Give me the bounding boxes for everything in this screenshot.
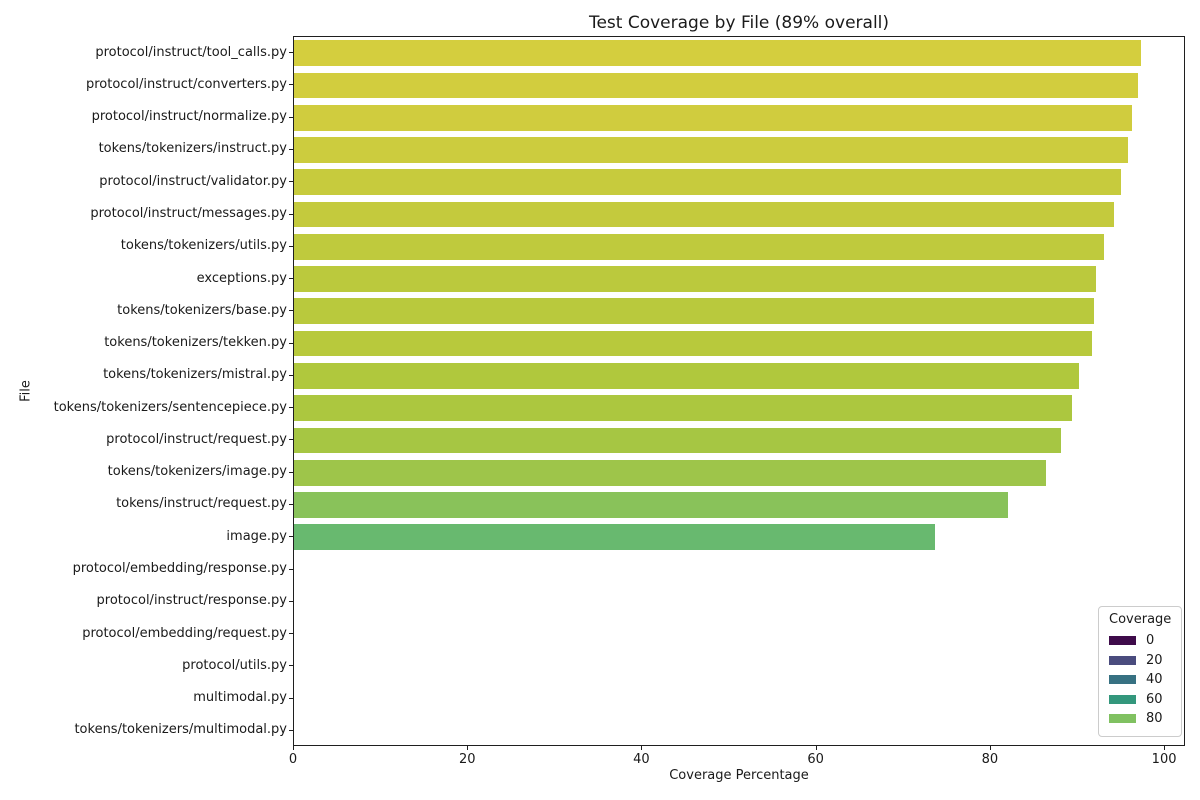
x-tick-mark xyxy=(1164,746,1166,750)
bar xyxy=(294,72,1138,99)
y-tick-mark xyxy=(289,84,293,86)
y-tick-label: protocol/instruct/request.py xyxy=(106,431,287,447)
y-tick-label: protocol/instruct/validator.py xyxy=(99,173,287,189)
legend-swatch xyxy=(1109,636,1136,646)
y-tick-mark xyxy=(289,729,293,731)
y-tick-label: protocol/instruct/messages.py xyxy=(90,206,287,221)
legend-label: 20 xyxy=(1146,652,1163,668)
legend-entries: 0 20 40 60 80 xyxy=(1109,631,1171,729)
bar xyxy=(294,330,1092,357)
legend-swatch xyxy=(1109,694,1136,704)
legend: Coverage 0 20 40 60 80 xyxy=(1098,606,1182,737)
bar xyxy=(294,201,1115,228)
x-tick-label: 0 xyxy=(288,752,298,767)
y-tick-label: protocol/instruct/tool_calls.py xyxy=(95,44,287,60)
x-tick-mark xyxy=(293,746,294,750)
bar xyxy=(294,233,1105,260)
x-tick-mark xyxy=(467,746,469,750)
y-tick-label: protocol/embedding/response.py xyxy=(72,561,287,576)
y-tick-mark xyxy=(289,213,293,215)
y-tick-label: tokens/tokenizers/image.py xyxy=(107,464,287,480)
legend-swatch xyxy=(1109,655,1136,665)
y-tick-label: protocol/instruct/response.py xyxy=(96,593,287,609)
legend-entry: 20 xyxy=(1109,651,1171,671)
x-tick-label: 100 xyxy=(1151,752,1177,767)
x-tick-mark xyxy=(815,746,817,750)
bar xyxy=(294,266,1097,292)
y-tick-label: image.py xyxy=(226,528,287,544)
y-tick-label: protocol/embedding/request.py xyxy=(82,625,287,641)
legend-entry: 60 xyxy=(1109,690,1171,710)
x-tick-label: 40 xyxy=(633,752,650,767)
y-tick-mark xyxy=(289,342,293,344)
x-tick-label: 60 xyxy=(807,752,824,767)
y-tick-mark xyxy=(289,568,293,570)
y-tick-label: tokens/tokenizers/base.py xyxy=(117,302,287,318)
legend-label: 0 xyxy=(1146,633,1155,649)
y-tick-mark xyxy=(289,245,293,247)
y-tick-label: tokens/instruct/request.py xyxy=(116,496,287,512)
x-tick-label: 80 xyxy=(981,752,999,767)
legend-entry: 40 xyxy=(1109,670,1171,690)
y-tick-label: tokens/tokenizers/utils.py xyxy=(120,238,287,254)
legend-label: 40 xyxy=(1146,672,1163,688)
bar xyxy=(294,362,1079,389)
y-tick-mark xyxy=(289,697,293,699)
y-tick-label: protocol/utils.py xyxy=(182,657,287,673)
y-tick-label: tokens/tokenizers/mistral.py xyxy=(103,367,287,383)
y-tick-mark xyxy=(289,407,293,409)
y-tick-mark xyxy=(289,633,293,635)
y-tick-label: tokens/tokenizers/tekken.py xyxy=(104,335,287,351)
y-tick-label: tokens/tokenizers/sentencepiece.py xyxy=(53,399,287,415)
bar xyxy=(294,492,1008,518)
y-tick-mark xyxy=(289,600,293,602)
bar xyxy=(294,524,936,551)
x-tick-mark xyxy=(641,746,643,750)
bar xyxy=(294,169,1121,196)
y-tick-mark xyxy=(289,374,293,376)
y-tick-label: protocol/instruct/normalize.py xyxy=(91,109,287,125)
legend-title: Coverage xyxy=(1109,612,1172,627)
chart-title: Test Coverage by File (89% overall) xyxy=(588,13,890,33)
y-tick-mark xyxy=(289,310,293,312)
bar xyxy=(294,427,1062,454)
y-axis-label: File xyxy=(18,380,34,402)
legend-swatch xyxy=(1109,675,1136,685)
x-tick-mark xyxy=(989,746,991,750)
y-tick-label: tokens/tokenizers/multimodal.py xyxy=(74,722,287,738)
y-tick-mark xyxy=(289,181,293,183)
bar xyxy=(294,395,1072,422)
y-tick-mark xyxy=(289,665,293,667)
y-tick-label: multimodal.py xyxy=(193,690,287,706)
legend-entry: 0 xyxy=(1109,631,1171,651)
bar xyxy=(294,137,1129,163)
y-tick-label: tokens/tokenizers/instruct.py xyxy=(98,141,287,157)
y-tick-label: protocol/instruct/converters.py xyxy=(85,76,287,92)
x-tick-label: 20 xyxy=(458,752,476,767)
legend-label: 60 xyxy=(1146,691,1163,707)
bar xyxy=(294,298,1094,325)
y-tick-mark xyxy=(289,503,293,505)
y-tick-mark xyxy=(289,439,293,441)
y-tick-mark xyxy=(289,116,293,118)
legend-entry: 80 xyxy=(1109,709,1171,729)
plot-area xyxy=(293,36,1185,746)
bar xyxy=(294,104,1132,131)
y-tick-mark xyxy=(289,52,293,54)
legend-swatch xyxy=(1109,714,1136,724)
y-tick-mark xyxy=(289,471,293,473)
y-tick-mark xyxy=(289,278,293,280)
x-axis-label: Coverage Percentage xyxy=(669,768,809,783)
legend-label: 80 xyxy=(1146,711,1163,727)
bar xyxy=(294,459,1046,486)
y-tick-mark xyxy=(289,536,293,538)
y-tick-mark xyxy=(289,148,293,150)
bar xyxy=(294,40,1142,67)
y-tick-label: exceptions.py xyxy=(196,270,287,286)
